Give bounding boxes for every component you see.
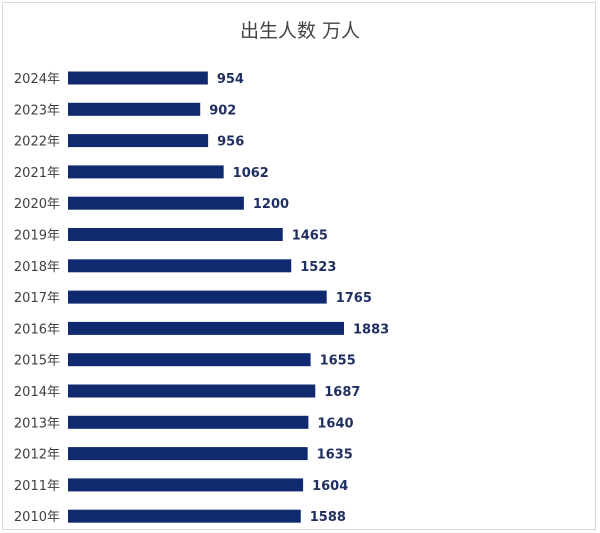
category-label: 2016年 [14,322,60,337]
bar [68,415,309,429]
data-label: 1465 [292,229,328,244]
bar [68,321,344,335]
bar [68,384,316,398]
category-label: 2024年 [14,72,60,87]
bar [68,71,208,85]
data-label: 1765 [336,291,372,306]
category-label: 2014年 [14,385,60,400]
category-label: 2021年 [14,166,60,181]
bar [68,259,292,273]
bar [68,228,283,241]
category-label: 2023年 [14,103,60,118]
data-label: 954 [217,72,244,87]
data-label: 1523 [300,260,336,275]
bar [68,509,301,523]
category-label: 2013年 [14,416,60,431]
data-label: 1604 [312,479,348,494]
data-label: 1687 [324,385,360,400]
data-label: 1588 [310,510,346,525]
data-label: 1200 [253,197,289,212]
bar [68,447,308,461]
category-label: 2012年 [14,448,60,463]
category-label: 2020年 [14,197,60,212]
category-label: 2010年 [14,510,60,525]
category-label: 2019年 [14,229,60,244]
data-label: 1062 [233,166,269,181]
data-label: 1640 [317,416,353,431]
bar [68,353,311,367]
category-label: 2018年 [14,260,60,275]
category-label: 2017年 [14,291,60,306]
bar [68,102,201,116]
category-label: 2022年 [14,135,60,150]
bar [68,478,304,492]
data-label: 902 [209,103,236,118]
chart-title: 出生人数 万人 [240,20,360,42]
data-label: 1635 [317,448,353,463]
bar [68,290,327,304]
bar [68,134,209,148]
category-label: 2015年 [14,354,60,369]
bar [68,196,244,210]
data-label: 1883 [353,322,389,337]
data-label: 956 [217,135,244,150]
data-label: 1655 [320,354,356,369]
category-label: 2011年 [14,479,60,494]
bar [68,165,224,179]
bars-group: 2024年 954 2023年 902 2022年 956 2021年 1062 2020年 12… [14,71,389,525]
